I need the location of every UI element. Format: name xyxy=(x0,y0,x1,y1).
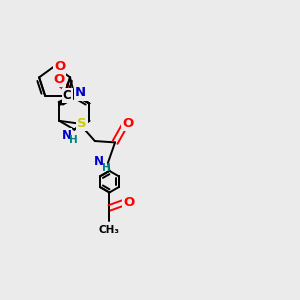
Text: N: N xyxy=(94,155,104,168)
Text: O: O xyxy=(54,60,65,73)
Text: N: N xyxy=(75,86,86,100)
Text: S: S xyxy=(77,117,87,130)
Text: N: N xyxy=(61,129,71,142)
Text: O: O xyxy=(123,196,135,209)
Text: CH₃: CH₃ xyxy=(99,225,120,235)
Text: O: O xyxy=(122,117,133,130)
Text: H: H xyxy=(68,135,77,145)
Text: O: O xyxy=(53,73,64,86)
Text: H: H xyxy=(102,163,111,173)
Text: C: C xyxy=(63,89,72,102)
